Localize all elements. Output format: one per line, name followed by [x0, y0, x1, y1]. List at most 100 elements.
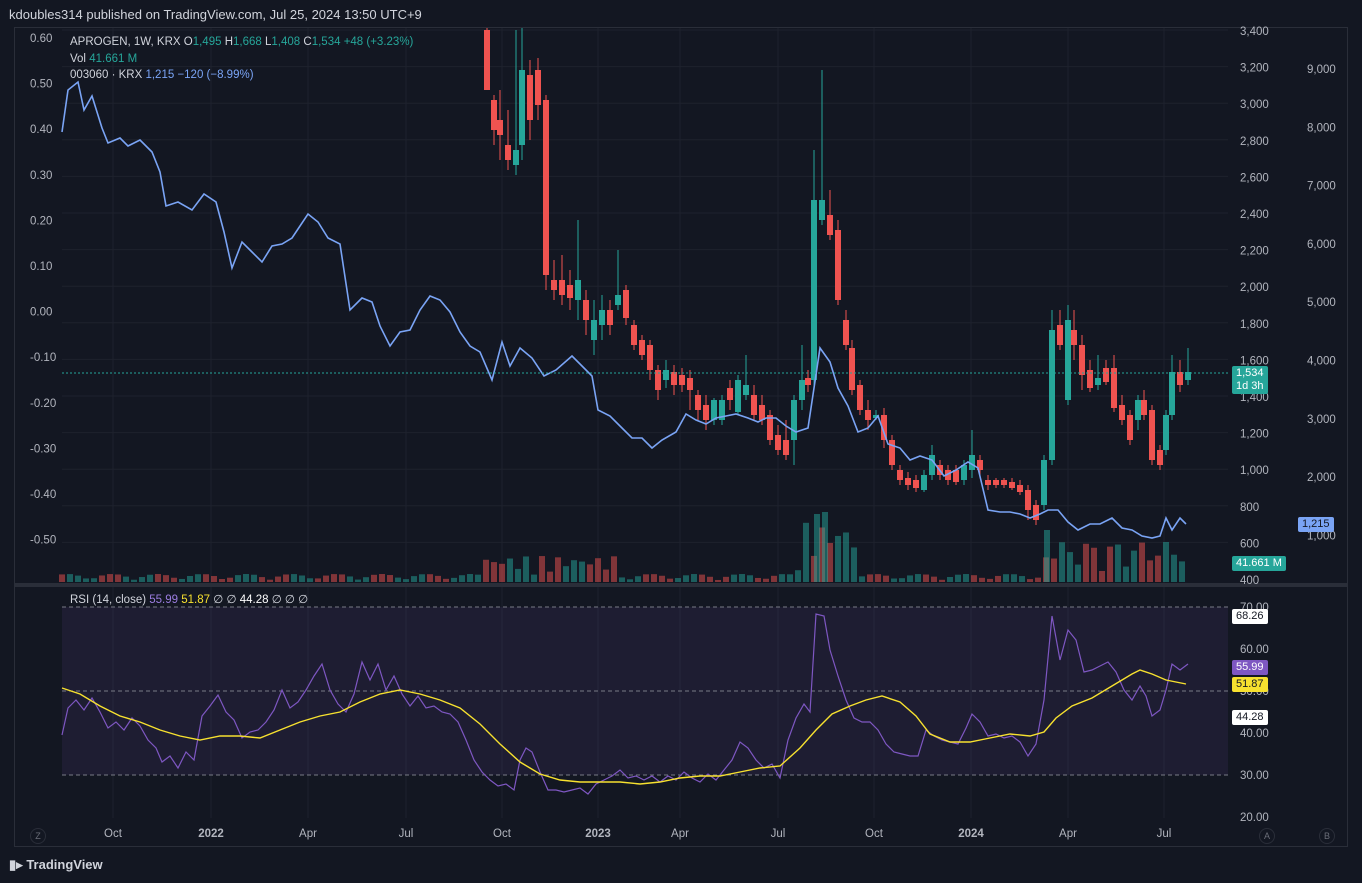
- volume-bars: [59, 512, 1185, 582]
- candle-body: [559, 280, 565, 295]
- volume-bar: [867, 574, 873, 582]
- volume-bar: [1091, 547, 1097, 582]
- scale-toggle-right[interactable]: B: [1319, 828, 1335, 844]
- candle-body: [1149, 410, 1155, 460]
- price-axis-tick: 1,800: [1240, 319, 1269, 331]
- volume-bar: [883, 575, 889, 582]
- compare-axis-labels: 9,000 8,000 7,000 6,000 5,000 4,000 3,000 2,000…: [1307, 64, 1336, 542]
- volume-bar: [475, 574, 481, 582]
- volume-bar: [835, 535, 841, 582]
- left-axis-tick: 0.20: [30, 215, 52, 227]
- candle-body: [913, 480, 919, 488]
- auto-scale-toggle[interactable]: A: [1259, 828, 1275, 844]
- price-axis-tick: 1,200: [1240, 429, 1269, 441]
- candle-body: [811, 200, 817, 380]
- price-axis-tick: 2,000: [1240, 282, 1269, 294]
- price-axis-tick: 800: [1240, 502, 1259, 514]
- candle-body: [1141, 400, 1147, 415]
- time-axis-tick: Apr: [671, 828, 689, 840]
- volume-bar: [1163, 542, 1169, 582]
- last-price-value: 1,534: [1236, 367, 1264, 379]
- time-axis-tick: Jul: [771, 828, 786, 840]
- candle-body: [1071, 330, 1077, 345]
- time-axis-tick: Oct: [865, 828, 884, 840]
- volume-bar: [99, 575, 105, 582]
- volume-bar: [179, 578, 185, 582]
- chart-frame[interactable]: [14, 27, 1348, 847]
- time-axis-tick: Jul: [1157, 828, 1172, 840]
- symbol-label[interactable]: APROGEN, 1W, KRX: [70, 36, 181, 48]
- volume-bar: [1044, 530, 1050, 582]
- compare-axis-tick: 5,000: [1307, 297, 1336, 309]
- candle-body: [647, 345, 653, 370]
- volume-bar: [1179, 561, 1185, 582]
- volume-bar: [507, 558, 513, 582]
- high-value: 1,668: [233, 36, 262, 48]
- volume-bar: [747, 575, 753, 582]
- compare-legend: 003060 · KRX 1,215 −120 (−8.99%): [70, 69, 254, 81]
- volume-legend: Vol 41.661 M: [70, 53, 137, 65]
- candle-body: [751, 395, 757, 415]
- volume-bar: [451, 577, 457, 582]
- volume-bar: [571, 560, 577, 582]
- candle-body: [921, 475, 927, 490]
- candle-body: [791, 400, 797, 440]
- volume-bar: [827, 542, 833, 582]
- candle-body: [551, 280, 557, 290]
- price-axis-tick: 2,200: [1240, 246, 1269, 258]
- candle-body: [735, 380, 741, 412]
- volume-bar: [1147, 560, 1153, 582]
- candle-body: [1135, 400, 1141, 420]
- tradingview-footer[interactable]: ▮▸ TradingView: [9, 857, 103, 873]
- volume-bar: [147, 574, 153, 582]
- compare-symbol[interactable]: 003060 · KRX: [70, 69, 143, 81]
- candle-body: [873, 415, 879, 418]
- volume-bar: [723, 576, 729, 582]
- volume-bar: [579, 561, 585, 582]
- volume-bar: [771, 575, 777, 582]
- volume-bar: [67, 574, 73, 582]
- rsi-ma-line: [61, 669, 1187, 785]
- price-axis-tick: 3,200: [1240, 63, 1269, 75]
- candle-body: [1049, 330, 1055, 460]
- compare-value: 1,215: [145, 69, 175, 81]
- volume-bar: [611, 556, 617, 582]
- volume-bar: [75, 575, 81, 582]
- candle-body: [819, 200, 825, 220]
- volume-bar: [331, 574, 337, 582]
- compare-axis-tick: 7,000: [1307, 181, 1336, 193]
- volume-bar: [947, 576, 953, 582]
- candle-body: [599, 310, 605, 325]
- volume-bar: [803, 522, 809, 582]
- candle-body: [687, 378, 693, 390]
- high-label: H: [224, 36, 234, 48]
- candle-body: [1185, 372, 1191, 380]
- volume-bar: [459, 575, 465, 582]
- left-axis-tick: -0.20: [30, 398, 56, 410]
- volume-bar: [1115, 544, 1121, 582]
- volume-bar: [91, 578, 97, 582]
- volume-bar: [547, 571, 553, 582]
- rsi-ma-value: 51.87: [181, 594, 211, 606]
- price-axis-labels: 3,400 3,200 3,000 2,800 2,600 2,400 2,200 2,000…: [1240, 26, 1269, 587]
- candle-body: [783, 440, 789, 455]
- volume-bar: [203, 574, 209, 582]
- time-axis-tick: 2023: [585, 828, 611, 840]
- low-label: L: [265, 36, 272, 48]
- volume-label[interactable]: Vol: [70, 53, 86, 65]
- log-scale-toggle-left[interactable]: Z: [30, 828, 46, 844]
- compare-axis-tick: 3,000: [1307, 414, 1336, 426]
- rsi-upper-badge: 68.26: [1232, 609, 1268, 624]
- volume-bar: [363, 577, 369, 582]
- volume-bar: [339, 574, 345, 582]
- volume-bar: [491, 562, 497, 582]
- candle-body: [711, 400, 717, 420]
- volume-bar: [643, 574, 649, 582]
- volume-bar: [603, 569, 609, 582]
- grid-lines: [62, 28, 1228, 818]
- volume-bar: [627, 579, 633, 582]
- compare-axis-tick: 2,000: [1307, 472, 1336, 484]
- volume-bar: [595, 558, 601, 582]
- rsi-title[interactable]: RSI (14, close): [70, 594, 147, 606]
